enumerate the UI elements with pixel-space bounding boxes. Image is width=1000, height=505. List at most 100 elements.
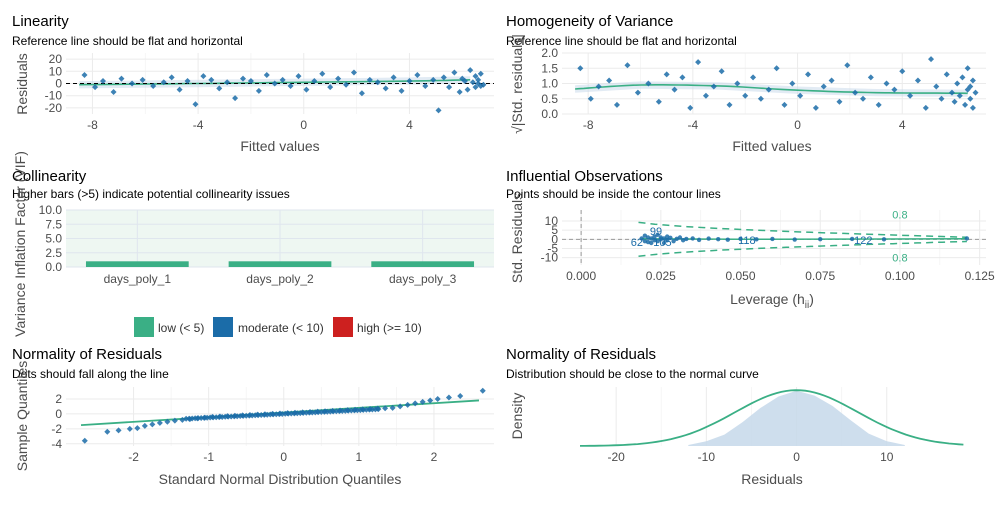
y-tick-label: -10 [45,89,63,103]
linearity-point [303,86,310,93]
influential-subtitle: Points should be inside the contour line… [506,187,721,201]
homogeneity-point [954,80,961,87]
x-tick-label: 4 [406,118,413,132]
qq-panel: Normality of Residuals Dots should fall … [12,346,494,487]
y-tick-label: 1.0 [541,77,558,91]
y-tick-label: -4 [51,437,62,451]
homogeneity-point [606,77,613,84]
linearity-point [398,87,405,94]
linearity-point [118,75,125,82]
influential-point [642,233,648,238]
normal-curve [580,389,964,447]
homogeneity-point [891,86,898,93]
homogeneity-point [789,80,796,87]
observation-label: 99 [650,226,662,238]
qq-point [307,409,314,416]
homogeneity-point [718,68,725,75]
linearity-point [295,73,302,80]
homogeneity-point [899,68,906,75]
x-tick-label: -8 [87,118,98,132]
linearity-point [335,75,342,82]
qq-point [171,417,178,424]
qq-point [126,425,133,432]
linearity-point [271,80,278,87]
homogeneity-point [922,104,929,111]
homogeneity-point [624,62,631,69]
influential-point [696,237,702,243]
homogeneity-point [928,56,935,63]
qq-point [382,405,389,412]
linearity-point [480,81,487,88]
homogeneity-point [797,92,804,99]
homogeneity-point [836,98,843,105]
qq-point [367,406,374,413]
linearity-subtitle: Reference line should be flat and horizo… [12,34,243,48]
x-tick-label: 0 [280,450,287,464]
x-tick-label: days_poly_3 [389,272,457,286]
homogeneity-point [812,104,819,111]
x-tick-label: -4 [688,118,699,132]
qq-point [329,407,336,414]
residual-density-area [688,390,905,446]
vif-bar [228,261,332,267]
qq-point [457,392,464,399]
linearity-point [475,76,482,83]
collinearity-legend: low (< 5) moderate (< 10) high (>= 10) [134,317,422,337]
y-tick-label: 0 [55,407,62,421]
homogeneity-point [859,95,866,102]
influential-point [652,234,657,239]
qq-point [81,437,88,444]
qq-point [397,403,404,410]
y-tick-label: -10 [541,251,559,265]
linearity-point [160,79,167,86]
homogeneity-point [972,89,979,96]
homogeneity-point [663,71,670,78]
density-title: Normality of Residuals [506,346,656,363]
linearity-point [287,82,294,89]
homogeneity-point [655,98,662,105]
homogeneity-point [844,62,851,69]
qq-point [104,428,111,435]
influential-point [655,232,660,237]
density-plot-area: -20 -10 0 10 [580,387,964,464]
qq-point [314,408,321,415]
y-tick-label: 2.0 [541,46,558,60]
homogeneity-point [951,98,958,105]
x-tick-label: 0 [300,118,307,132]
density-xlabel: Residuals [741,471,802,487]
qq-point [186,416,193,423]
linearity-xlabel: Fitted values [240,138,319,154]
homogeneity-point [875,101,882,108]
y-tick-label: 10 [49,64,63,78]
influential-point [649,236,654,241]
homogeneity-point [781,101,788,108]
x-tick-label: -2 [128,450,139,464]
y-tick-label: -2 [51,422,62,436]
qq-point [231,412,238,419]
observation-label: 122 [854,235,872,247]
x-tick-label: 0.000 [566,269,596,283]
influential-point [655,238,660,244]
observation-label: 105 [653,237,671,249]
homogeneity-smooth-line [575,84,968,95]
linearity-point [461,78,468,85]
collinearity-subtitle: Higher bars (>5) indicate potential coll… [12,187,290,201]
homogeneity-point [634,89,641,96]
homogeneity-point [757,95,764,102]
qq-point [359,406,366,413]
y-tick-label: 5.0 [45,232,62,246]
influential-point [668,235,673,241]
homogeneity-point [962,101,969,108]
linearity-point [263,71,270,78]
linearity-point [358,90,365,97]
x-tick-label: days_poly_2 [246,272,314,286]
linearity-point [168,74,175,81]
influential-point [639,236,644,241]
homogeneity-point [933,83,940,90]
qq-point [134,425,141,432]
homogeneity-point [956,92,963,99]
influential-xlabel-main: Leverage (h [730,291,805,307]
influential-point [706,236,711,241]
